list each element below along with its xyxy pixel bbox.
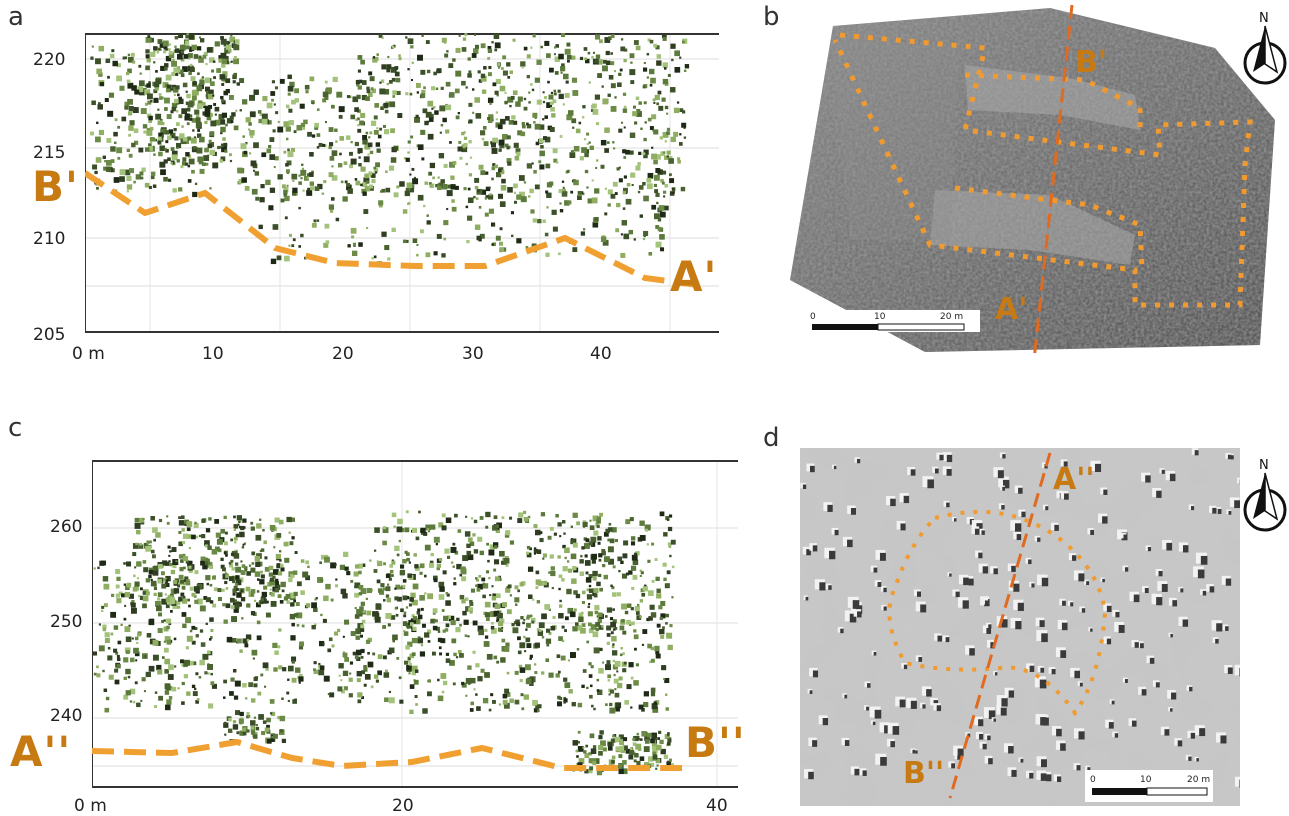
panel-c-label-left: A'': [10, 727, 72, 776]
panel-d-scale-20: 20 m: [1187, 775, 1210, 785]
panel-a-plot: [85, 33, 719, 333]
panel-c-letter: c: [8, 413, 23, 443]
panel-c-point-cloud: [92, 460, 738, 788]
vegetation-points: [90, 33, 690, 267]
panel-c-ytick-250: 250: [50, 612, 83, 632]
section-line-b: [1032, 4, 1074, 360]
panel-a-xtick-0: 0 m: [72, 344, 105, 364]
panel-d-scale-0: 0: [1090, 775, 1096, 785]
panel-a-ytick-215: 215: [33, 143, 66, 163]
panel-b-north-letter: N: [1259, 11, 1269, 26]
panel-c-xtick-20: 20: [392, 796, 414, 816]
north-arrow-d-icon: N: [1241, 455, 1289, 535]
panel-c-label-right: B'': [685, 718, 746, 767]
panel-b-label-top: B': [1075, 45, 1108, 80]
panel-d-letter: d: [763, 423, 780, 453]
vegetation-points: [92, 510, 676, 776]
panel-a-xtick-10: 10: [202, 344, 224, 364]
panel-d-north-letter: N: [1259, 458, 1269, 473]
panel-b-label-bottom: A': [995, 292, 1028, 327]
panel-b-scale-0: 0: [810, 312, 816, 322]
panel-b-map: 0 10 20 m: [790, 0, 1289, 360]
panel-a-point-cloud: [85, 33, 719, 333]
panel-d-label-bottom: B'': [903, 756, 945, 791]
panel-c-xtick-40: 40: [706, 796, 728, 816]
panel-a-label-right: A': [670, 252, 718, 301]
section-line-d: [948, 452, 1052, 799]
panel-b-scale-20: 20 m: [940, 312, 963, 322]
panel-a-ytick-205: 205: [33, 325, 66, 345]
panel-d-scale-10: 10: [1140, 775, 1152, 785]
panel-d-map: 0 10 20 m: [800, 448, 1240, 806]
panel-a-ytick-220: 220: [33, 50, 66, 70]
panel-d-hillshade: 0 10 20 m: [800, 448, 1240, 806]
panel-b-scale-10: 10: [874, 312, 886, 322]
ground-profile-line: [92, 738, 682, 771]
panel-c-ytick-260: 260: [50, 517, 83, 537]
panel-c-ytick-240: 240: [50, 706, 83, 726]
panel-d-label-top: A'': [1053, 462, 1095, 497]
panel-a-xtick-20: 20: [332, 344, 354, 364]
panel-c-plot: [92, 460, 738, 788]
north-arrow-b-icon: N: [1241, 8, 1289, 88]
panel-a-xtick-40: 40: [590, 344, 612, 364]
panel-b-outline: [832, 32, 1253, 308]
panel-a-label-left: B': [32, 162, 79, 211]
panel-a-xtick-30: 30: [462, 344, 484, 364]
panel-b-hillshade: 0 10 20 m: [790, 4, 1275, 360]
panel-c-xtick-0: 0 m: [74, 796, 107, 816]
panel-a-ytick-210: 210: [33, 229, 66, 249]
ground-profile-line: [85, 170, 706, 289]
panel-b-letter: b: [763, 2, 780, 32]
panel-a-letter: a: [8, 2, 24, 32]
